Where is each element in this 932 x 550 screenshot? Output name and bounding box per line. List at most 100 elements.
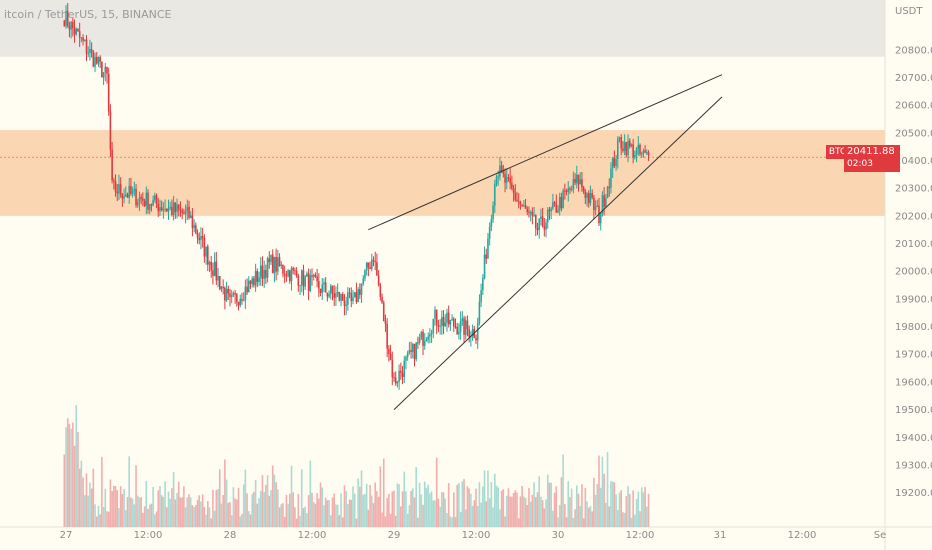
candle-body [92, 51, 95, 67]
volume-bar [514, 490, 517, 527]
candle [493, 179, 496, 214]
candle [382, 300, 385, 322]
volume-bar [507, 488, 510, 527]
time-tick-label: 12:00 [788, 530, 817, 541]
volume-bar [642, 492, 645, 527]
candle [423, 333, 426, 350]
volume-bar [131, 498, 134, 527]
candle [188, 200, 190, 220]
candle-body [102, 72, 105, 78]
candle-body [239, 298, 242, 306]
volume-bar [174, 499, 177, 527]
candle-body [548, 209, 551, 212]
candle [577, 174, 580, 192]
candle [265, 264, 267, 285]
volume-bar [616, 510, 619, 527]
lower-trendline[interactable] [393, 96, 723, 410]
candle-body [413, 343, 416, 360]
volume-bar [463, 479, 465, 527]
volume-bar [519, 496, 522, 527]
volume-bar [389, 513, 392, 527]
volume-bar [437, 498, 440, 527]
candle [536, 222, 539, 236]
candle-body [118, 184, 120, 194]
price-tick-label: 20800.00 [895, 45, 932, 56]
candle [326, 292, 329, 302]
volume-bar [116, 490, 119, 527]
volume-bar [145, 480, 148, 527]
candle-body [251, 278, 254, 284]
candle-body [183, 213, 185, 215]
volume-bar [502, 489, 505, 527]
volume-bar [575, 485, 578, 527]
candle [495, 174, 498, 187]
volume-bar [473, 500, 476, 527]
candle-body [206, 246, 209, 265]
candle [476, 317, 479, 349]
candle-body [386, 324, 388, 349]
candle-body [591, 193, 593, 198]
candle-body [234, 293, 236, 295]
volume-bar [280, 504, 283, 527]
candle-body [294, 270, 296, 272]
volume-bar [201, 494, 204, 527]
candle [369, 261, 371, 270]
candle-body [478, 302, 481, 323]
candle-body [610, 168, 612, 188]
candle-body [152, 199, 154, 206]
volume-bar [560, 477, 563, 527]
volume-bar [577, 493, 580, 527]
volume-bar [408, 505, 411, 527]
candle [119, 177, 122, 198]
candle [285, 270, 288, 282]
candle [331, 285, 334, 301]
volume-bar [516, 492, 518, 527]
volume-bar [234, 498, 236, 527]
candle-body [620, 137, 623, 149]
candle [118, 174, 120, 200]
candle [263, 260, 265, 288]
candle-body [189, 215, 192, 218]
volume-bar [306, 513, 308, 527]
volume-bar [335, 504, 337, 527]
candle-body [191, 215, 194, 229]
candle [90, 42, 93, 58]
candle-body [138, 196, 141, 202]
candle-body [364, 270, 366, 279]
candle-body [444, 322, 447, 327]
candle-body [292, 268, 295, 271]
volume-bar [104, 488, 107, 527]
volume-bar [615, 494, 617, 527]
candle-body [415, 342, 418, 360]
candle-body [297, 275, 300, 286]
candle-body [316, 276, 318, 282]
time-tick-label: 12:00 [298, 530, 327, 541]
volume-bar [485, 501, 488, 527]
volume-bar [300, 469, 303, 527]
candle-body [639, 145, 641, 155]
candle [353, 292, 356, 298]
candle [277, 249, 279, 276]
candle [113, 177, 115, 190]
candle-body [271, 254, 274, 274]
candle-body [331, 285, 334, 293]
candle-body [169, 206, 172, 208]
volume-bar [78, 468, 81, 527]
candle [362, 275, 365, 286]
upper-trendline[interactable] [368, 74, 723, 231]
volume-bar [124, 510, 127, 527]
candle-body [167, 207, 170, 212]
candle-body [434, 309, 436, 319]
candle-body [492, 205, 494, 220]
candle [128, 178, 131, 204]
candle [637, 136, 640, 156]
volume-bar [266, 475, 269, 527]
candle [622, 141, 624, 153]
candle-body [642, 150, 645, 154]
volume-bar [218, 469, 221, 527]
candle [601, 191, 604, 217]
volume-bar [321, 487, 324, 527]
volume-bar [155, 511, 158, 527]
